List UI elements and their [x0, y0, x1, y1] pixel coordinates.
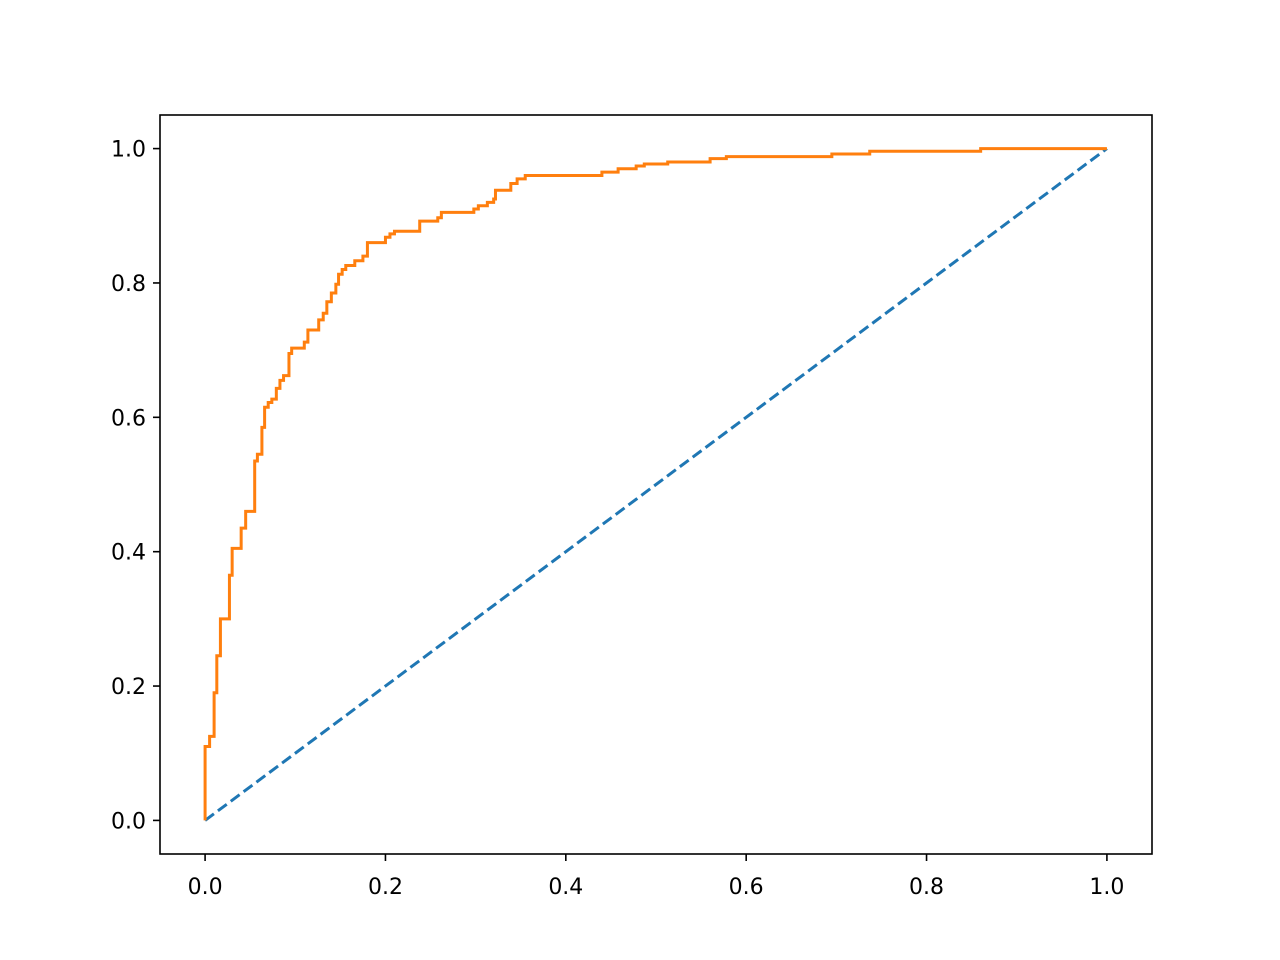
- y-tick-label: 0.6: [111, 406, 146, 431]
- x-axis-ticks: 0.0 0.2 0.4 0.6 0.8 1.0: [188, 854, 1124, 900]
- x-tick-label: 0.6: [729, 875, 764, 900]
- series-layer: [203, 147, 1108, 822]
- y-tick-label: 1.0: [111, 138, 146, 163]
- y-tick-label: 0.8: [111, 272, 146, 297]
- y-tick-label: 0.2: [111, 675, 146, 700]
- x-tick-label: 1.0: [1089, 875, 1124, 900]
- x-tick-label: 0.2: [368, 875, 403, 900]
- y-tick-label: 0.4: [111, 541, 146, 566]
- x-tick-label: 0.4: [548, 875, 583, 900]
- y-axis-ticks: 0.0 0.2 0.4 0.6 0.8 1.0: [111, 138, 160, 834]
- plot-frame: [159, 114, 1153, 855]
- roc-curve-line: [203, 147, 1107, 821]
- x-tick-label: 0.0: [188, 875, 223, 900]
- x-tick-label: 0.8: [909, 875, 944, 900]
- chance-diagonal-line: [204, 147, 1108, 822]
- y-tick-label: 0.0: [111, 809, 146, 834]
